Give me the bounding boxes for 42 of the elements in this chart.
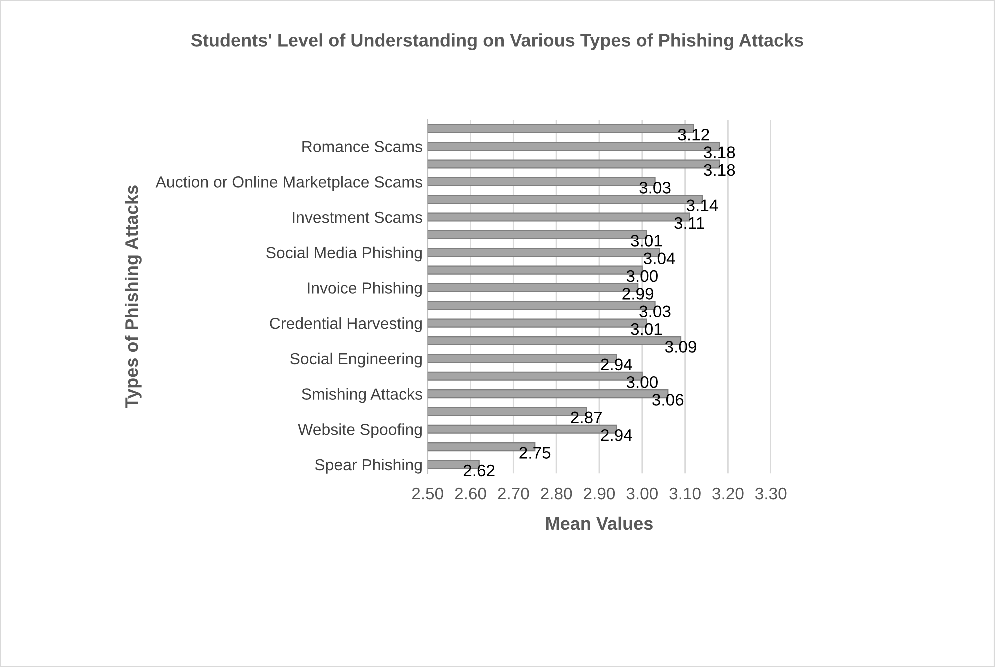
x-tick-label: 3.20 xyxy=(712,488,744,500)
data-label: 2.99 xyxy=(622,288,654,300)
data-label: 3.18 xyxy=(704,164,736,176)
data-label: 2.87 xyxy=(571,412,602,424)
data-label: 3.01 xyxy=(631,323,662,336)
y-axis-title: Types of Phishing Attacks xyxy=(124,186,142,408)
x-tick-label: 2.70 xyxy=(498,488,530,500)
data-label: 3.03 xyxy=(640,306,671,318)
chart-title: Students' Level of Understanding on Various Types of Phishing Attacks xyxy=(191,34,804,51)
x-tick-label: 2.50 xyxy=(412,488,444,500)
data-label: 3.14 xyxy=(686,200,718,212)
y-tick-label: Social Engineering xyxy=(290,352,422,368)
data-label: 3.01 xyxy=(631,235,662,247)
data-label: 3.00 xyxy=(626,270,658,282)
data-label: 3.18 xyxy=(704,146,736,158)
y-tick-label: Smishing Attacks xyxy=(302,388,422,404)
y-tick-label: Investment Scams xyxy=(293,212,422,224)
data-label: 2.94 xyxy=(601,429,632,442)
y-tick-label: Social Media Phishing xyxy=(266,246,422,262)
data-label: 3.00 xyxy=(626,376,658,388)
y-tick-label: Spear Phishing xyxy=(315,458,422,474)
x-tick-label: 3.10 xyxy=(670,488,701,500)
data-label: 3.06 xyxy=(652,394,684,406)
data-label: 3.09 xyxy=(665,341,696,353)
data-label: 2.94 xyxy=(601,358,632,371)
x-tick-label: 2.90 xyxy=(584,488,616,500)
y-tick-label: Auction or Online Marketplace Scams xyxy=(156,176,422,192)
data-label: 3.12 xyxy=(678,128,710,141)
y-tick-label: Romance Scams xyxy=(302,141,422,153)
x-axis-title: Mean Values xyxy=(546,516,653,530)
y-tick-label: Website Spoofing xyxy=(298,424,422,438)
data-label: 3.03 xyxy=(640,182,671,194)
data-label: 3.04 xyxy=(644,252,676,265)
data-label: 2.62 xyxy=(464,464,495,477)
x-tick-label: 3.30 xyxy=(756,488,787,500)
y-tick-label: Invoice Phishing xyxy=(308,282,422,298)
x-tick-label: 2.60 xyxy=(455,488,486,500)
y-tick-label: Credential Harvesting xyxy=(270,318,422,332)
data-label: 3.11 xyxy=(674,217,704,230)
x-tick-label: 3.00 xyxy=(626,488,658,500)
data-label: 2.75 xyxy=(520,447,551,459)
x-tick-label: 2.80 xyxy=(541,488,572,500)
